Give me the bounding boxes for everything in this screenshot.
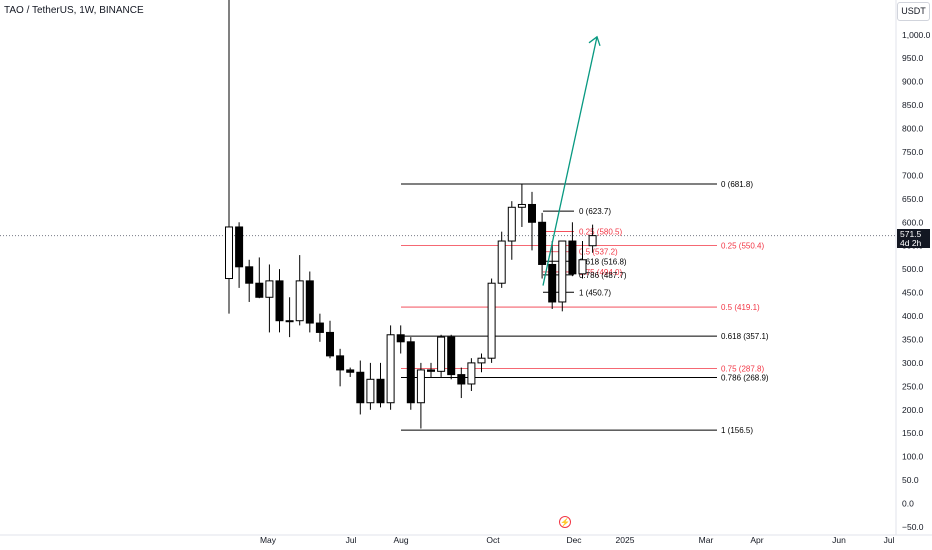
candle-body	[487, 282, 496, 359]
candle-body	[437, 336, 446, 372]
candle-body	[578, 259, 587, 275]
candle-body	[467, 362, 476, 385]
y-tick-label: 1,000.0	[902, 30, 931, 40]
fib-level-label: 0.75 (494.0)	[579, 268, 622, 277]
current-price-value: 571.5	[900, 229, 922, 239]
candle-body	[477, 357, 486, 364]
candle-body	[406, 341, 415, 404]
price-axis[interactable]: −50.0 0.0 50.0 100.0 150.0 200.0 250.0 300.0 350…	[902, 30, 931, 532]
y-tick-label: 350.0	[902, 334, 924, 344]
candle-body	[416, 369, 425, 404]
candle-body	[396, 334, 405, 343]
y-tick-label: 100.0	[902, 452, 924, 462]
y-tick-label: 0.0	[902, 499, 914, 509]
x-tick-label: Aug	[393, 535, 408, 545]
fib-level-label: 0.5 (537.2)	[579, 248, 618, 257]
fib-level-label: 0.75 (287.8)	[721, 365, 764, 374]
arrow-head	[588, 35, 601, 47]
candle-body	[548, 263, 557, 303]
candle-body	[315, 322, 324, 333]
y-tick-label: 450.0	[902, 288, 924, 298]
candle-body	[538, 221, 547, 265]
x-tick-label: Apr	[750, 535, 763, 545]
candle-body	[265, 280, 274, 298]
candle-body	[225, 226, 233, 280]
y-tick-label: 700.0	[902, 170, 924, 180]
x-tick-label: Jul	[346, 535, 357, 545]
x-tick-label: May	[260, 535, 277, 545]
fib-level-label: 0.25 (580.5)	[579, 227, 622, 236]
candle-body	[568, 240, 577, 275]
fib-level-label: 1 (156.5)	[721, 426, 753, 435]
candle-body	[245, 266, 254, 284]
bar-countdown: 4d 2h	[900, 238, 922, 248]
arrow-shaft	[542, 36, 598, 286]
fib-level-label: 0.5 (419.1)	[721, 303, 760, 312]
x-tick-label: Oct	[486, 535, 500, 545]
candle-body	[326, 331, 334, 357]
x-tick-label: Mar	[699, 535, 714, 545]
candle-body	[295, 280, 304, 322]
candle-body	[376, 378, 385, 404]
candle-body	[558, 240, 567, 303]
candle-body	[386, 334, 395, 404]
candle-body	[517, 203, 526, 208]
candle-body	[356, 371, 365, 404]
candle-body	[447, 336, 456, 376]
y-tick-label: 250.0	[902, 381, 924, 391]
x-tick-label: 2025	[616, 535, 635, 545]
fib-level-label: 0.25 (550.4)	[721, 242, 764, 251]
y-tick-label: 600.0	[902, 217, 924, 227]
candle-body	[255, 282, 264, 298]
candle-body	[427, 369, 435, 372]
y-tick-label: −50.0	[902, 522, 924, 532]
current-price-tag: 571.5 4d 2h	[897, 229, 930, 248]
candle-body	[366, 378, 375, 404]
y-tick-label: 950.0	[902, 53, 924, 63]
lightning-icon[interactable]: ⚡	[559, 516, 571, 528]
x-tick-label: Jul	[884, 535, 895, 545]
fib-level-label: 0.786 (268.9)	[721, 373, 769, 382]
candle-body	[285, 320, 294, 323]
symbol-title[interactable]: TAO / TetherUS, 1W, BINANCE	[4, 5, 144, 16]
candle-body	[497, 240, 506, 284]
candle-body	[507, 206, 516, 242]
fib-level-label: 0.618 (516.8)	[579, 257, 627, 266]
fib-level-label: 0.786 (487.7)	[579, 271, 627, 280]
y-tick-label: 750.0	[902, 147, 924, 157]
fib-level-label: 0.618 (357.1)	[721, 332, 769, 341]
y-tick-label: 900.0	[902, 77, 924, 87]
y-tick-label: 850.0	[902, 100, 924, 110]
y-tick-label: 300.0	[902, 358, 924, 368]
x-tick-label: Jun	[832, 535, 846, 545]
currency-label[interactable]: USDT	[897, 2, 930, 21]
candle-body	[346, 369, 355, 373]
time-axis[interactable]: May Jul Aug Oct Dec 2025 Mar Apr Jun Jul	[260, 535, 895, 545]
candlestick-series	[225, 0, 597, 429]
y-tick-label: 200.0	[902, 405, 924, 415]
candle-body	[457, 374, 466, 385]
y-tick-label: 500.0	[902, 264, 924, 274]
x-tick-label: Dec	[566, 535, 582, 545]
y-tick-label: 800.0	[902, 124, 924, 134]
fib-retracement-large[interactable]: 0 (681.8) 0.25 (550.4) 0.5 (419.1) 0.618 (3…	[401, 180, 769, 435]
candle-body	[336, 355, 345, 371]
y-tick-label: 400.0	[902, 311, 924, 321]
candle-body	[305, 280, 314, 324]
y-tick-label: 50.0	[902, 475, 919, 485]
candle-body	[588, 235, 597, 247]
candle-body	[275, 280, 284, 322]
candle-body	[528, 203, 536, 223]
y-tick-label: 150.0	[902, 428, 924, 438]
fib-level-label: 1 (450.7)	[579, 288, 611, 297]
fib-level-label: 0 (681.8)	[721, 180, 753, 189]
projection-arrow[interactable]	[542, 35, 601, 286]
fib-level-label: 0 (623.7)	[579, 207, 611, 216]
y-tick-label: 650.0	[902, 194, 924, 204]
candle-body	[235, 226, 244, 268]
